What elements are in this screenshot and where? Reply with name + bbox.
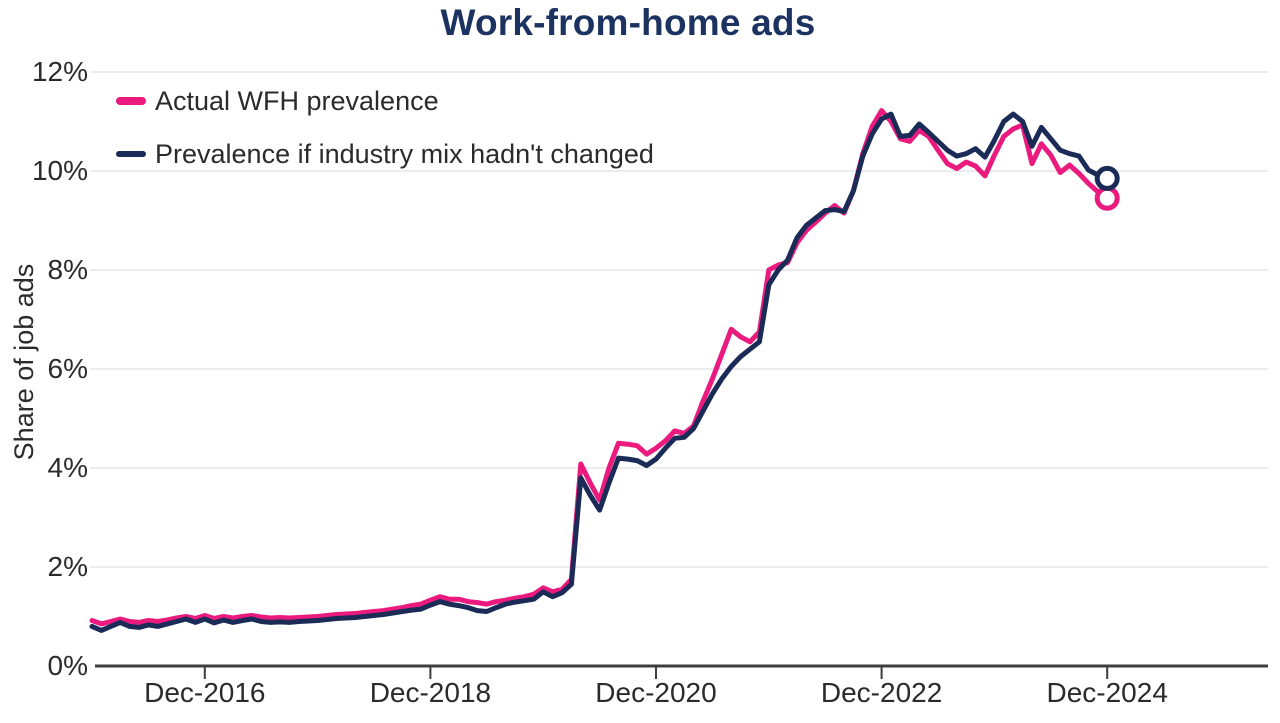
y-axis-title: Share of job ads (9, 263, 39, 461)
legend-item-actual: Actual WFH prevalence (116, 82, 654, 120)
y-tick-label-0%: 0% (48, 650, 88, 681)
series-line-counterfactual (89, 111, 1110, 633)
y-tick-label-6%: 6% (48, 353, 88, 384)
x-tick-label-Dec-2022: Dec-2022 (821, 677, 942, 708)
x-tick-label-Dec-2020: Dec-2020 (595, 677, 716, 708)
x-tick-label-Dec-2018: Dec-2018 (370, 677, 491, 708)
y-tick-label-8%: 8% (48, 254, 88, 285)
y-tick-label-10%: 10% (32, 155, 88, 186)
series-line-actual (89, 108, 1110, 627)
x-tick-label-Dec-2016: Dec-2016 (144, 677, 265, 708)
legend-label-counterfactual: Prevalence if industry mix hadn't change… (155, 138, 654, 169)
legend-swatch-pink (116, 97, 146, 105)
x-tick-label-Dec-2024: Dec-2024 (1046, 677, 1167, 708)
series-endpoint-counterfactual (1094, 165, 1120, 191)
series-endpoint-actual (1094, 185, 1120, 211)
legend-item-counterfactual: Prevalence if industry mix hadn't change… (116, 135, 654, 173)
y-tick-label-4%: 4% (48, 452, 88, 483)
legend: Actual WFH prevalence Prevalence if indu… (116, 82, 654, 188)
y-tick-label-2%: 2% (48, 551, 88, 582)
legend-swatch-navy (116, 151, 146, 157)
chart-title: Work-from-home ads (440, 2, 816, 43)
legend-label-actual: Actual WFH prevalence (155, 85, 439, 116)
y-tick-label-12%: 12% (32, 56, 88, 87)
